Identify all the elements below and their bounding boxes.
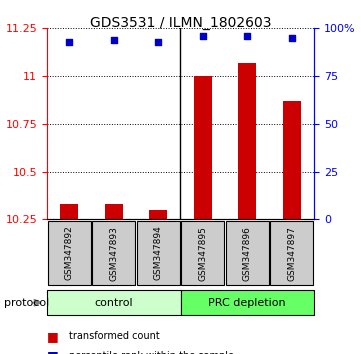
Text: control: control — [95, 298, 133, 308]
Point — [155, 39, 161, 45]
Bar — [194, 76, 212, 219]
Text: GSM347892: GSM347892 — [65, 226, 74, 280]
Bar — [60, 204, 78, 219]
Text: GSM347896: GSM347896 — [243, 225, 252, 281]
Text: GSM347894: GSM347894 — [154, 226, 163, 280]
Point — [244, 33, 250, 39]
Text: transformed count: transformed count — [69, 331, 159, 341]
Point — [111, 37, 117, 42]
Bar — [149, 210, 167, 219]
Bar — [238, 63, 256, 219]
Point — [289, 35, 295, 41]
Text: GDS3531 / ILMN_1802603: GDS3531 / ILMN_1802603 — [90, 16, 271, 30]
Text: PRC depletion: PRC depletion — [208, 298, 286, 308]
Bar — [105, 204, 123, 219]
Text: ■: ■ — [47, 330, 59, 343]
Text: percentile rank within the sample: percentile rank within the sample — [69, 351, 234, 354]
Text: GSM347895: GSM347895 — [198, 225, 207, 281]
Text: protocol: protocol — [4, 298, 49, 308]
Point — [200, 33, 206, 39]
Point — [66, 39, 72, 45]
Text: GSM347897: GSM347897 — [287, 225, 296, 281]
Text: ■: ■ — [47, 349, 59, 354]
Bar — [283, 101, 301, 219]
Text: GSM347893: GSM347893 — [109, 225, 118, 281]
